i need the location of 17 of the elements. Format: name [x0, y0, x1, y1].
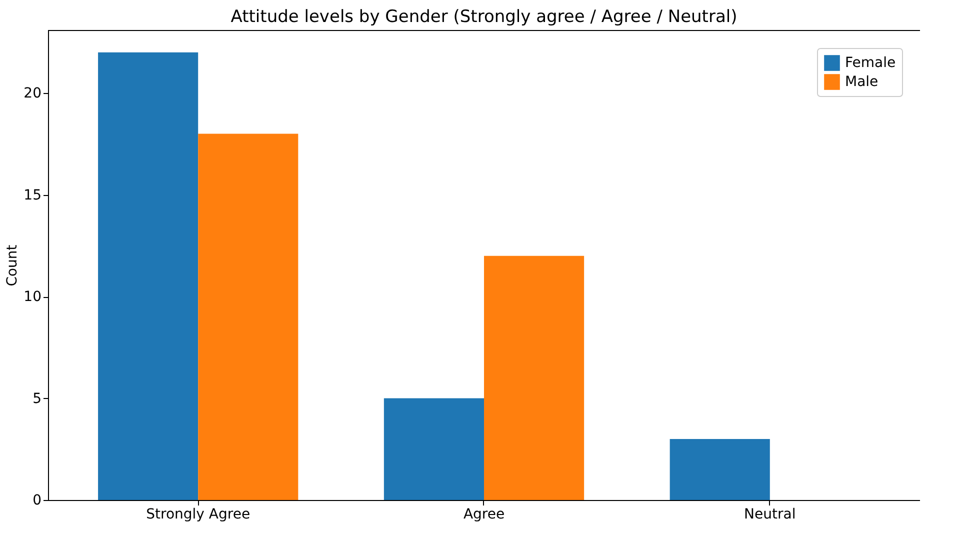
- y-tick-label: 0: [32, 492, 42, 508]
- bar: [484, 256, 584, 500]
- legend-label: Male: [845, 74, 878, 90]
- bar: [670, 438, 770, 500]
- x-tick-label: Neutral: [744, 506, 796, 522]
- y-tick-label: 20: [24, 86, 42, 102]
- bar: [384, 398, 484, 500]
- y-axis-title: Count: [4, 244, 21, 286]
- bar: [198, 134, 298, 500]
- y-tick-label: 15: [24, 187, 42, 204]
- legend-label: Female: [845, 55, 896, 71]
- chart-title: Attitude levels by Gender (Strongly agree / Agree / Neutral): [230, 7, 738, 27]
- y-tick-label: 5: [32, 390, 42, 407]
- bar: [98, 52, 198, 500]
- x-tick-label: Agree: [463, 506, 505, 522]
- y-tick-label: 10: [24, 289, 42, 306]
- x-tick-label: Strongly Agree: [146, 506, 250, 522]
